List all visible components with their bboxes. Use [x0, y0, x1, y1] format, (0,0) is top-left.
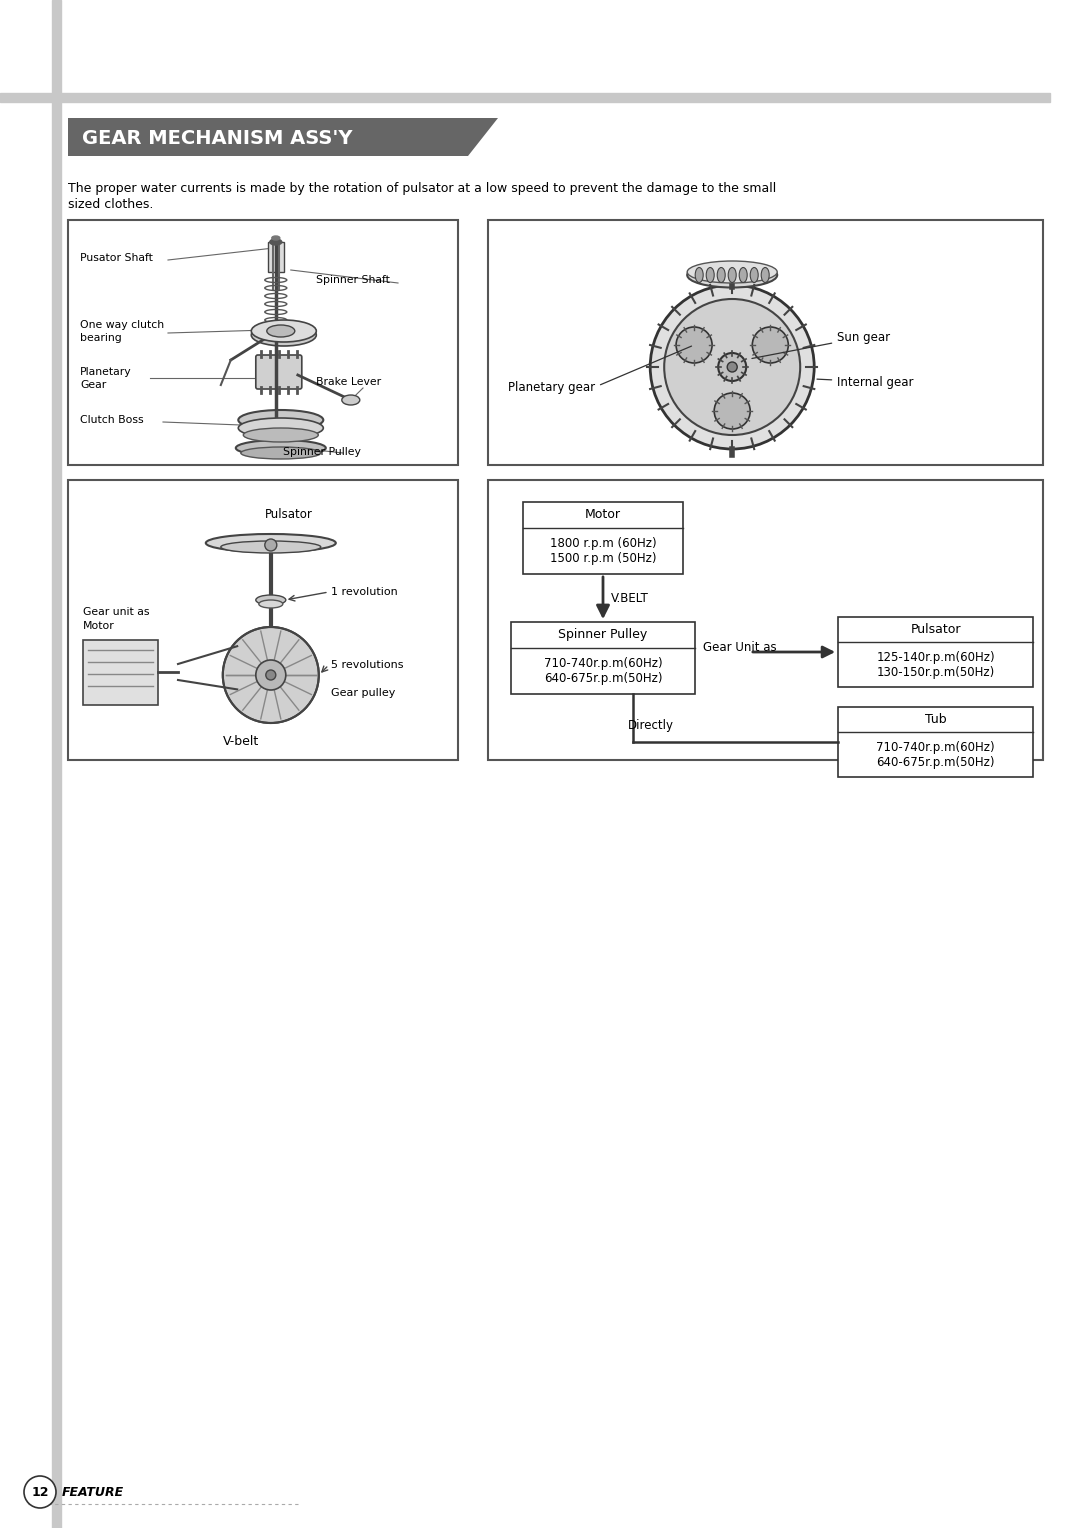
- Text: Clutch Boss: Clutch Boss: [80, 416, 144, 425]
- Ellipse shape: [751, 267, 758, 283]
- Ellipse shape: [206, 533, 336, 552]
- Circle shape: [222, 626, 319, 723]
- Ellipse shape: [687, 261, 778, 283]
- Bar: [488, 220, 1043, 465]
- Text: 130-150r.p.m(50Hz): 130-150r.p.m(50Hz): [876, 666, 995, 678]
- Text: 640-675r.p.m(50Hz): 640-675r.p.m(50Hz): [876, 755, 995, 769]
- Bar: [268, 241, 284, 272]
- Text: Motor: Motor: [83, 620, 114, 631]
- Bar: [83, 640, 158, 704]
- Text: Gear unit as: Gear unit as: [83, 607, 149, 617]
- Text: Sun gear: Sun gear: [752, 330, 890, 359]
- Ellipse shape: [728, 267, 737, 283]
- Ellipse shape: [259, 601, 283, 608]
- Ellipse shape: [696, 267, 703, 283]
- Text: One way clutch: One way clutch: [80, 319, 164, 330]
- Circle shape: [676, 327, 712, 364]
- Ellipse shape: [739, 267, 747, 283]
- Text: The proper water currents is made by the rotation of pulsator at a low speed to : The proper water currents is made by the…: [68, 182, 777, 196]
- Circle shape: [727, 362, 738, 371]
- Ellipse shape: [243, 428, 319, 442]
- FancyBboxPatch shape: [256, 354, 301, 390]
- Text: sized clothes.: sized clothes.: [68, 199, 153, 211]
- Ellipse shape: [252, 324, 316, 345]
- Ellipse shape: [717, 267, 725, 283]
- Text: Brake Lever: Brake Lever: [316, 377, 381, 387]
- Ellipse shape: [239, 419, 323, 439]
- Ellipse shape: [256, 594, 286, 605]
- Circle shape: [650, 286, 814, 449]
- Bar: [68, 220, 458, 465]
- Polygon shape: [68, 118, 498, 156]
- Ellipse shape: [761, 267, 769, 283]
- Bar: [511, 622, 696, 694]
- Text: Spinner Pulley: Spinner Pulley: [283, 448, 361, 457]
- Text: Directly: Directly: [627, 720, 674, 732]
- Text: Gear pulley: Gear pulley: [330, 688, 395, 698]
- Text: Tub: Tub: [924, 714, 946, 726]
- Ellipse shape: [239, 410, 323, 429]
- Text: Planetary gear: Planetary gear: [508, 345, 691, 394]
- Text: bearing: bearing: [80, 333, 122, 342]
- Ellipse shape: [272, 235, 280, 240]
- Circle shape: [24, 1476, 56, 1508]
- Ellipse shape: [706, 267, 714, 283]
- Text: 125-140r.p.m(60Hz): 125-140r.p.m(60Hz): [876, 651, 995, 663]
- Circle shape: [256, 660, 286, 691]
- Ellipse shape: [220, 541, 321, 553]
- Ellipse shape: [270, 238, 282, 244]
- Text: Pusator Shaft: Pusator Shaft: [80, 254, 153, 263]
- Circle shape: [266, 669, 275, 680]
- Text: 710-740r.p.m(60Hz): 710-740r.p.m(60Hz): [876, 741, 995, 753]
- Bar: [52, 0, 60, 1528]
- Circle shape: [714, 393, 751, 429]
- Text: FEATURE: FEATURE: [62, 1485, 124, 1499]
- Bar: [0, 93, 1050, 102]
- Ellipse shape: [235, 440, 326, 455]
- Text: Spinner Shaft: Spinner Shaft: [316, 275, 390, 286]
- Ellipse shape: [267, 325, 295, 338]
- Text: Gear: Gear: [80, 380, 106, 390]
- Text: Motor: Motor: [585, 509, 621, 521]
- Text: 1800 r.p.m (60Hz): 1800 r.p.m (60Hz): [550, 536, 657, 550]
- Text: V.BELT: V.BELT: [611, 591, 649, 605]
- Circle shape: [753, 327, 788, 364]
- Bar: [838, 707, 1032, 778]
- Ellipse shape: [341, 396, 360, 405]
- Text: Gear Unit as: Gear Unit as: [703, 640, 777, 654]
- Text: 640-675r.p.m(50Hz): 640-675r.p.m(50Hz): [543, 672, 662, 685]
- Bar: [488, 480, 1043, 759]
- Text: 1500 r.p.m (50Hz): 1500 r.p.m (50Hz): [550, 552, 657, 565]
- Text: Pulsator: Pulsator: [910, 623, 961, 636]
- Text: V-belt: V-belt: [222, 735, 259, 749]
- Bar: [838, 617, 1032, 688]
- Ellipse shape: [252, 319, 316, 342]
- Circle shape: [265, 539, 276, 552]
- Bar: [68, 480, 458, 759]
- Text: Spinner Pulley: Spinner Pulley: [558, 628, 648, 642]
- Text: 5 revolutions: 5 revolutions: [330, 660, 403, 669]
- Circle shape: [718, 353, 746, 380]
- Text: 1 revolution: 1 revolution: [330, 587, 397, 597]
- Bar: [523, 503, 683, 575]
- Text: Internal gear: Internal gear: [816, 376, 914, 388]
- Text: 12: 12: [31, 1485, 49, 1499]
- Text: Pulsator: Pulsator: [265, 507, 313, 521]
- Ellipse shape: [241, 448, 321, 458]
- Text: GEAR MECHANISM ASS'Y: GEAR MECHANISM ASS'Y: [82, 128, 352, 148]
- Text: Planetary: Planetary: [80, 367, 132, 377]
- Circle shape: [664, 299, 800, 435]
- Ellipse shape: [687, 263, 778, 287]
- Text: 710-740r.p.m(60Hz): 710-740r.p.m(60Hz): [543, 657, 662, 669]
